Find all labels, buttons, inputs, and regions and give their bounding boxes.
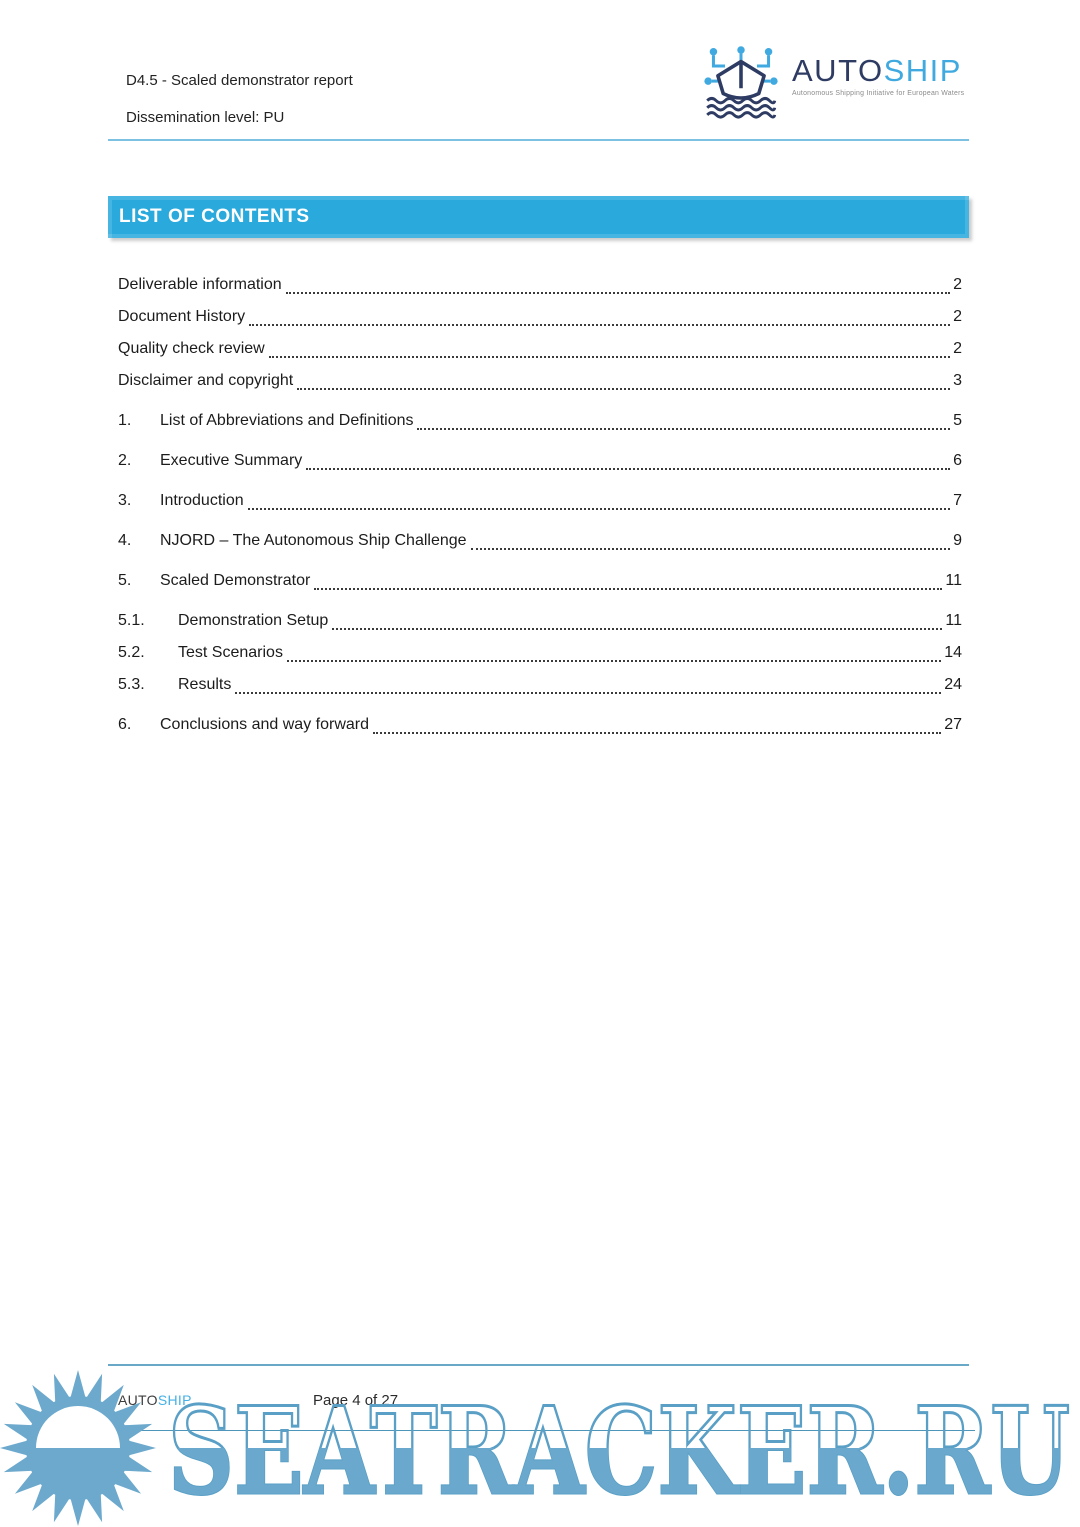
toc-entry-label[interactable]: Quality check review (118, 340, 265, 357)
toc-dot-leader (249, 308, 951, 326)
toc-entry-number: 3. (118, 492, 132, 509)
toc-entry-page[interactable]: 9 (953, 532, 962, 549)
toc-dot-leader (247, 492, 951, 510)
toc-entry-number: 2. (118, 452, 132, 469)
toc-dot-leader (297, 372, 951, 390)
toc-entry-label[interactable]: Document History (118, 308, 246, 325)
toc-entry-page[interactable]: 27 (944, 716, 962, 733)
toc-entry-label[interactable]: Results (178, 676, 232, 693)
section-title: LIST OF CONTENTS (119, 206, 310, 227)
toc-entry[interactable]: Document History 2 (118, 308, 962, 340)
toc-entry[interactable]: 5.3. Results 24 (118, 676, 962, 708)
toc-entry-label[interactable]: Test Scenarios (178, 644, 283, 661)
toc-entry-label[interactable]: NJORD – The Autonomous Ship Challenge (160, 532, 467, 549)
toc-entry[interactable]: Quality check review 2 (118, 340, 962, 372)
toc-dot-leader (417, 412, 951, 430)
page-footer: AUTOSHIP Page 4 of 27 (118, 1392, 962, 1412)
autoship-logo: AUTOSHIP Autonomous Shipping Initiative … (698, 42, 964, 122)
toc-entry-number: 5.2. (118, 644, 145, 661)
toc-entry[interactable]: 5.2. Test Scenarios 14 (118, 644, 962, 676)
toc-entry-page[interactable]: 2 (953, 276, 962, 293)
toc-entry[interactable]: 2. Executive Summary 6 (118, 452, 962, 492)
toc-entry-number: 5. (118, 572, 132, 589)
toc-entry-label[interactable]: Scaled Demonstrator (160, 572, 311, 589)
footer-bottom-rule (118, 1430, 975, 1431)
toc-dot-leader (332, 612, 943, 630)
toc-entry-number: 1. (118, 412, 132, 429)
toc-dot-leader (235, 676, 942, 694)
toc-entry-number: 5.3. (118, 676, 145, 693)
toc-entry-number: 6. (118, 716, 132, 733)
toc-entry-label[interactable]: Disclaimer and copyright (118, 372, 294, 389)
toc-entry[interactable]: 1. List of Abbreviations and Definitions… (118, 412, 962, 452)
toc-entry[interactable]: 6. Conclusions and way forward 27 (118, 716, 962, 756)
document-title: D4.5 - Scaled demonstrator report (126, 72, 353, 89)
table-of-contents: Deliverable information 2 Document Histo… (118, 276, 962, 756)
toc-dot-leader (306, 452, 951, 470)
logo-wordmark: AUTOSHIP (792, 53, 964, 88)
boat-circuit-icon (704, 46, 778, 119)
toc-entry-number: 5.1. (118, 612, 145, 629)
toc-dot-leader (285, 276, 951, 294)
header-divider (108, 139, 969, 141)
toc-entry[interactable]: 5.1. Demonstration Setup 11 (118, 612, 962, 644)
footer-page-number: Page 4 of 27 (313, 1392, 399, 1409)
toc-entry-number: 4. (118, 532, 132, 549)
toc-entry-label[interactable]: Introduction (160, 492, 244, 509)
toc-entry[interactable]: 4. NJORD – The Autonomous Ship Challenge… (118, 532, 962, 572)
toc-entry-page[interactable]: 2 (953, 308, 962, 325)
toc-dot-leader (470, 532, 951, 550)
logo-tagline: Autonomous Shipping Initiative for Europ… (792, 90, 965, 97)
toc-entry[interactable]: Disclaimer and copyright 3 (118, 372, 962, 404)
logo-text-block: AUTOSHIP Autonomous Shipping Initiative … (792, 42, 964, 97)
toc-entry-page[interactable]: 6 (953, 452, 962, 469)
toc-entry-label[interactable]: Demonstration Setup (178, 612, 329, 629)
toc-entry[interactable]: Deliverable information 2 (118, 276, 962, 308)
toc-entry-label[interactable]: List of Abbreviations and Definitions (160, 412, 414, 429)
footer-brand-dark: AUTO (118, 1392, 158, 1408)
toc-dot-leader (286, 644, 942, 662)
toc-entry[interactable]: 5. Scaled Demonstrator 11 (118, 572, 962, 612)
toc-entry-label[interactable]: Executive Summary (160, 452, 303, 469)
toc-entry-page[interactable]: 7 (953, 492, 962, 509)
toc-entry-label[interactable]: Conclusions and way forward (160, 716, 369, 733)
toc-entry-page[interactable]: 3 (953, 372, 962, 389)
logo-word-light: SHIP (883, 53, 962, 88)
footer-divider (108, 1364, 969, 1366)
toc-entry[interactable]: 3. Introduction 7 (118, 492, 962, 532)
toc-entry-label[interactable]: Deliverable information (118, 276, 282, 293)
toc-entry-page[interactable]: 5 (953, 412, 962, 429)
dissemination-level: Dissemination level: PU (126, 109, 285, 126)
logo-word-dark: AUTO (792, 53, 884, 88)
toc-dot-leader (314, 572, 943, 590)
toc-dot-leader (268, 340, 951, 358)
section-title-bar: LIST OF CONTENTS (108, 196, 969, 238)
footer-brand-light: SHIP (157, 1392, 192, 1408)
toc-entry-page[interactable]: 2 (953, 340, 962, 357)
toc-dot-leader (373, 716, 942, 734)
footer-brand: AUTOSHIP (118, 1392, 192, 1408)
page-header: D4.5 - Scaled demonstrator report Dissem… (126, 72, 353, 146)
toc-entry-page[interactable]: 14 (944, 644, 962, 661)
toc-entry-page[interactable]: 24 (944, 676, 962, 693)
toc-entry-page[interactable]: 11 (945, 572, 962, 589)
toc-entry-page[interactable]: 11 (945, 612, 962, 629)
